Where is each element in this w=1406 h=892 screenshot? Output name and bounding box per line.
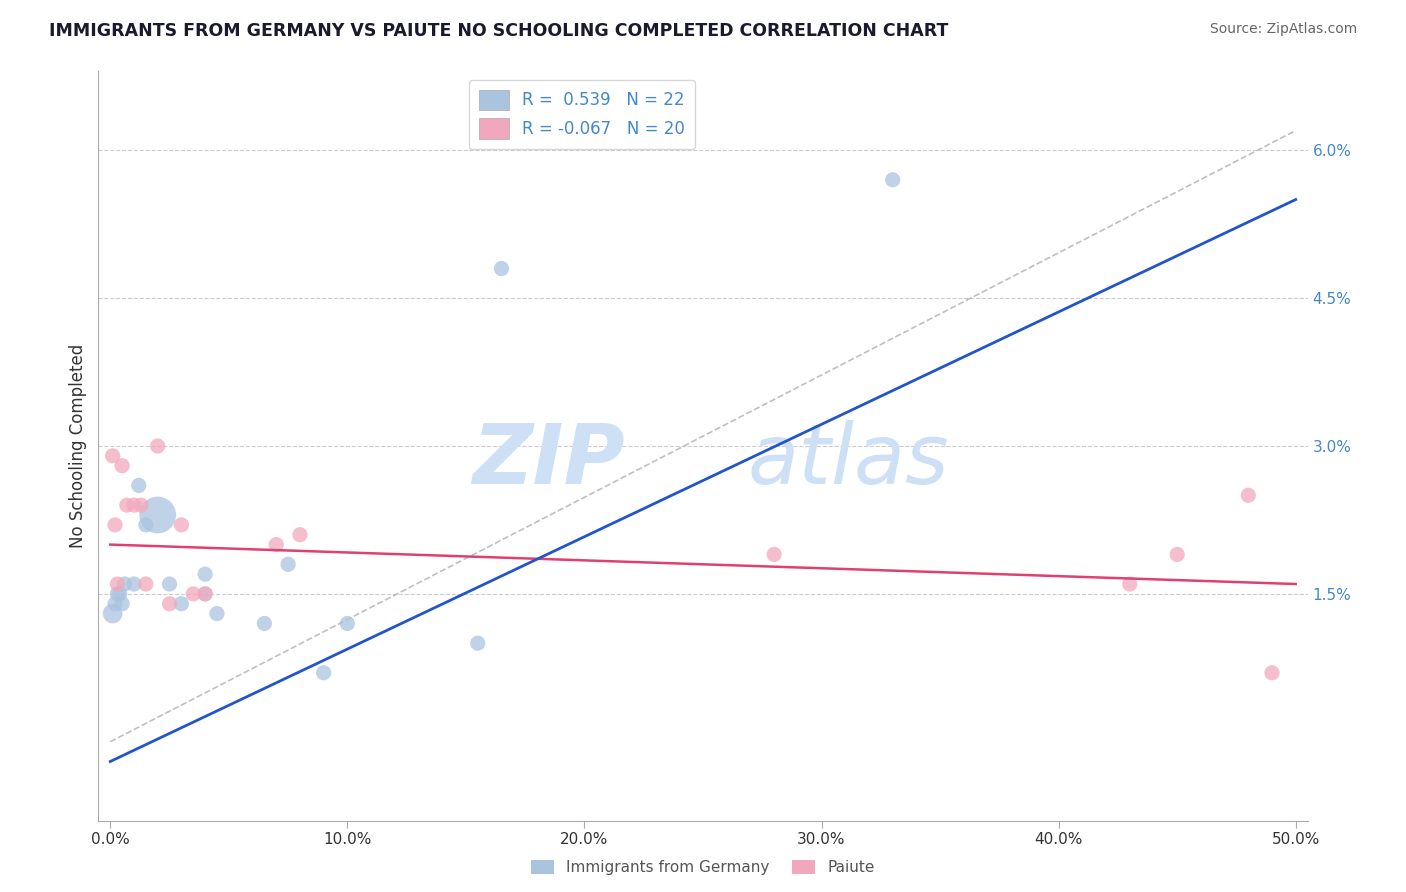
Point xyxy=(1166,548,1188,562)
Point xyxy=(105,577,128,591)
Point xyxy=(146,439,169,453)
Point xyxy=(1119,577,1142,591)
Point xyxy=(101,449,124,463)
Point xyxy=(114,577,136,591)
Point xyxy=(277,558,299,572)
Point xyxy=(1237,488,1260,502)
Point xyxy=(467,636,489,650)
Point xyxy=(194,567,217,582)
Point xyxy=(336,616,359,631)
Point xyxy=(104,517,127,532)
Point xyxy=(264,538,287,552)
Point xyxy=(159,577,181,591)
Point xyxy=(101,607,124,621)
Point xyxy=(882,173,904,187)
Legend: Immigrants from Germany, Paiute: Immigrants from Germany, Paiute xyxy=(524,854,882,881)
Point xyxy=(288,527,311,541)
Text: Source: ZipAtlas.com: Source: ZipAtlas.com xyxy=(1209,22,1357,37)
Text: ZIP: ZIP xyxy=(472,420,624,501)
Point xyxy=(115,498,138,512)
Point xyxy=(122,498,145,512)
Point xyxy=(253,616,276,631)
Point xyxy=(181,587,204,601)
Point xyxy=(205,607,228,621)
Point xyxy=(194,587,217,601)
Point xyxy=(104,597,127,611)
Point xyxy=(159,597,181,611)
Text: atlas: atlas xyxy=(747,420,949,501)
Point xyxy=(1261,665,1284,680)
Point xyxy=(122,577,145,591)
Point xyxy=(170,597,193,611)
Legend: R =  0.539   N = 22, R = -0.067   N = 20: R = 0.539 N = 22, R = -0.067 N = 20 xyxy=(470,79,695,149)
Point xyxy=(111,597,134,611)
Point xyxy=(105,587,128,601)
Point xyxy=(108,587,131,601)
Point xyxy=(135,577,157,591)
Point xyxy=(111,458,134,473)
Point xyxy=(129,498,152,512)
Point xyxy=(491,261,513,276)
Point xyxy=(194,587,217,601)
Point xyxy=(146,508,169,522)
Point xyxy=(170,517,193,532)
Point xyxy=(135,517,157,532)
Text: IMMIGRANTS FROM GERMANY VS PAIUTE NO SCHOOLING COMPLETED CORRELATION CHART: IMMIGRANTS FROM GERMANY VS PAIUTE NO SCH… xyxy=(49,22,949,40)
Point xyxy=(763,548,786,562)
Y-axis label: No Schooling Completed: No Schooling Completed xyxy=(69,344,87,548)
Point xyxy=(128,478,150,492)
Point xyxy=(312,665,335,680)
